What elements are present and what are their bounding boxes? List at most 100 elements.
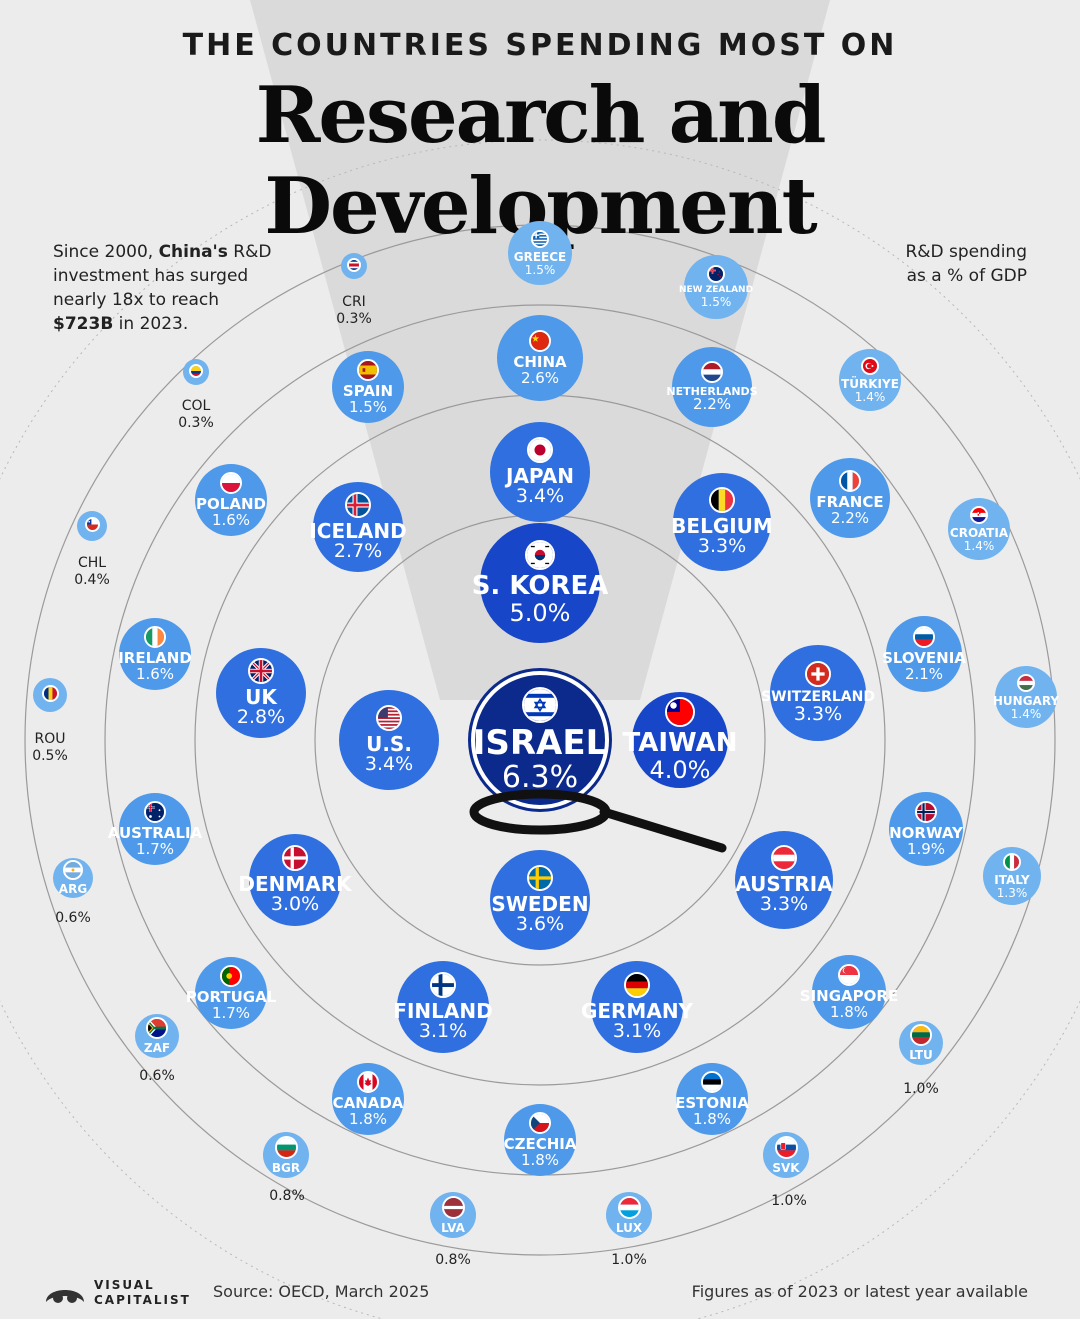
bubble-value: 1.6% [211,510,251,529]
bubble-slovenia: SLOVENIA 2.1% [882,616,966,692]
china-flag-icon [529,329,551,352]
bubble-value: 2.6% [520,368,560,387]
bubble-value: 1.7% [211,1003,251,1022]
bubble-value: 3.3% [759,893,809,916]
bubble-lux: LUX [606,1192,652,1238]
outside-value: 0.6% [139,1068,175,1084]
bulgaria-flag-icon [274,1135,298,1159]
norway-flag-icon [915,800,937,823]
outside-label: CHL 0.4% [52,555,132,589]
chart-supertitle: THE COUNTRIES SPENDING MOST ON [182,28,898,63]
bubble-greece: GREECE 1.5% [508,221,572,285]
bubble-value: 3.6% [515,913,565,936]
visual-capitalist-logo: VISUAL CAPITALIST [42,1276,202,1312]
outside-name: CHL [77,555,107,571]
czechia-flag-icon [529,1111,551,1134]
bubble-value: 1.8% [520,1150,560,1169]
bubble-value: 1.5% [348,397,388,416]
bubble-label: POLAND [196,494,266,513]
poland-flag-icon [220,471,242,494]
new-zealand-flag-icon [707,265,725,284]
slovenia-flag-icon [913,625,935,648]
uk-flag-icon [248,658,274,685]
outside-label: COL 0.3% [156,398,236,432]
outside-value: 1.0% [611,1252,647,1268]
bubble-label: NETHERLANDS [666,384,758,398]
note-emphasis: China's [158,242,228,262]
bubble-croatia: CROATIA 1.4% [948,498,1010,560]
bubble-value: 2.2% [830,508,870,527]
outside-value: 0.8% [435,1252,471,1268]
bubble-ireland: IRELAND 1.6% [118,618,192,690]
unit-legend: R&D spending as a % of GDP [827,240,1027,288]
bubble-switzerland: SWITZERLAND 3.3% [761,645,875,741]
bubble-label: DENMARK [238,872,352,897]
bubble-label: SINGAPORE [799,986,899,1005]
bubble-canada: CANADA 1.8% [332,1063,404,1135]
outside-name: COL [181,398,211,414]
bubble-israel: ISRAEL 6.3% [471,671,609,809]
bubble-value: 1.8% [829,1002,869,1021]
bubble-finland: FINLAND 3.1% [393,961,493,1053]
canada-flag-icon [357,1070,379,1093]
legend-text: R&D spending [905,242,1027,262]
bubble-zaf: ZAF [135,1014,179,1058]
note-emphasis: $723B [53,314,114,334]
taiwan-flag-icon [665,697,695,728]
bubble-label: SLOVENIA [882,648,966,667]
bubble-value: 2.7% [333,540,383,563]
bubble-label: ZAF [143,1041,171,1056]
outside-value: 0.3% [336,311,372,327]
legend-text: as a % of GDP [906,266,1027,286]
bubble-uk: UK 2.8% [216,648,306,738]
latvia-flag-icon [441,1195,465,1219]
bubble-label: ICELAND [309,519,407,544]
bubble-value: 2.1% [904,664,944,683]
bubble-value: 3.0% [270,893,320,916]
ireland-flag-icon [144,625,166,648]
bubble-australia: AUSTRALIA 1.7% [108,793,202,865]
logo-text: VISUAL [94,1278,155,1292]
bubble-lva: LVA [430,1192,476,1238]
bubble-label: BGR [271,1160,301,1175]
bubble-rou [33,678,67,712]
turkiye-flag-icon [861,356,879,375]
bubble-value: 1.5% [524,262,556,277]
logo-text: CAPITALIST [94,1293,191,1307]
switzerland-flag-icon [805,661,831,688]
austria-flag-icon [771,845,797,872]
bubble-netherlands: NETHERLANDS 2.2% [666,347,758,427]
bubble-bgr: BGR [263,1132,309,1178]
bubble-singapore: SINGAPORE 1.8% [800,955,898,1029]
bubble-denmark: DENMARK 3.0% [238,834,352,926]
bubble-label: TÜRKIYE [841,376,899,391]
bubble-portugal: PORTUGAL 1.7% [186,957,276,1029]
bubble-value: 1.7% [135,839,175,858]
bubble-label: S. KOREA [471,571,609,602]
luxembourg-flag-icon [617,1195,641,1219]
estonia-flag-icon [701,1070,723,1093]
singapore-flag-icon [838,963,860,986]
chart-title: Research and Development [255,70,827,252]
japan-flag-icon [527,437,553,464]
finland-flag-icon [430,972,456,999]
bubble-value: 1.6% [135,664,175,683]
lithuania-flag-icon [910,1024,932,1047]
bubble-label: HUNGARY [992,693,1060,708]
denmark-flag-icon [282,845,308,872]
bubble-new-zealand: NEW ZEALAND 1.5% [679,255,753,319]
bubble-t-rkiye: TÜRKIYE 1.4% [839,349,901,411]
sweden-flag-icon [527,865,553,892]
netherlands-flag-icon [701,360,723,383]
colombia-flag-icon [189,363,203,378]
note-text: Since 2000, [53,242,159,262]
outside-label: ROU 0.5% [10,731,90,765]
costa-rica-flag-icon [347,257,361,272]
bubble-label: SVK [772,1160,800,1175]
bubble-germany: GERMANY 3.1% [581,961,693,1053]
outside-value: 1.0% [903,1081,939,1097]
bubble-value: 1.4% [1010,706,1042,721]
bubble-value: 4.0% [649,755,711,784]
bubble-label: BELGIUM [671,514,773,539]
iceland-flag-icon [345,492,371,519]
